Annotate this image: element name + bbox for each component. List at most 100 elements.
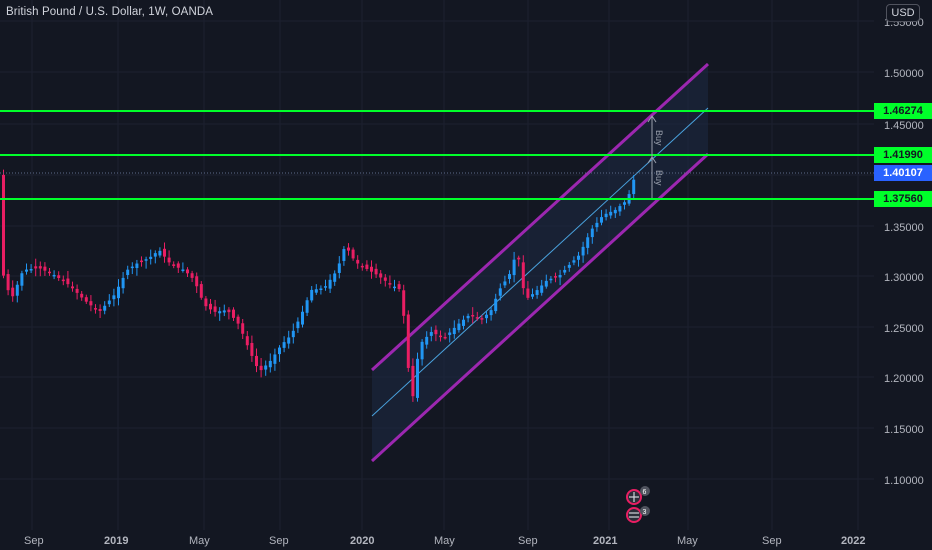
event-badges[interactable]: 6 3 [626, 486, 650, 523]
candle-body [471, 314, 475, 317]
time-axis-label: Sep [269, 535, 289, 547]
candle-body [613, 209, 617, 214]
candle-body [466, 315, 470, 319]
price-axis-label: 1.25000 [884, 323, 924, 335]
candle-body [153, 253, 157, 257]
time-axis-label: Sep [762, 535, 782, 547]
event-badge[interactable]: 6 [626, 486, 650, 505]
candlestick-series [2, 169, 636, 402]
price-axis[interactable]: 1.55000 1.50000 1.45000 1.35000 1.30000 … [884, 17, 924, 487]
candle-body [195, 276, 199, 287]
symbol-title[interactable]: British Pound / U.S. Dollar, 1W, OANDA [6, 6, 214, 18]
candle-body [508, 274, 511, 279]
candle-body [577, 255, 580, 260]
candle-body [144, 259, 148, 261]
candle-body [186, 269, 189, 274]
arrow-head-lower [647, 156, 657, 164]
candle-body [563, 269, 567, 273]
candle-body [411, 365, 415, 397]
candle-body [333, 273, 337, 282]
channel-upper-line[interactable] [370, 62, 710, 372]
candle-body [121, 277, 125, 289]
time-axis-label: May [677, 535, 698, 547]
candle-body [526, 288, 530, 298]
candle-body [324, 286, 327, 288]
time-axis[interactable]: Sep 2019 May Sep 2020 May Sep 2021 May S… [24, 535, 865, 547]
candle-body [245, 336, 249, 346]
price-axis-label: 1.50000 [884, 68, 924, 80]
time-axis-label: 2020 [350, 535, 374, 547]
candle-body [282, 342, 286, 348]
candle-body [103, 305, 107, 311]
candle-body [190, 273, 194, 278]
candle-body [374, 268, 378, 275]
candle-body [521, 262, 525, 289]
candle-body [581, 246, 585, 256]
price-axis-label: 1.15000 [884, 424, 924, 436]
candle-body [89, 301, 93, 306]
candle-body [222, 310, 226, 313]
candle-body [52, 274, 56, 277]
flag-icon [626, 507, 642, 523]
candle-body [149, 256, 153, 259]
candle-body [590, 228, 594, 238]
candle-body [71, 286, 74, 289]
time-axis-label: Sep [24, 535, 44, 547]
candle-body [273, 354, 277, 364]
candle-body [204, 298, 208, 307]
price-tag-level-3: 1.37560 [874, 191, 932, 207]
candle-body [512, 259, 516, 276]
price-axis-label: 1.45000 [884, 120, 924, 132]
candle-body [34, 266, 38, 269]
candle-body [130, 266, 134, 269]
candle-body [29, 269, 33, 271]
candle-body [609, 211, 613, 216]
candle-body [572, 260, 576, 263]
candle-body [199, 284, 203, 298]
candle-body [117, 286, 120, 299]
candle-body [84, 297, 88, 302]
badge-count: 6 [643, 489, 647, 496]
candle-body [213, 306, 217, 312]
candle-body [296, 321, 300, 329]
candle-body [600, 217, 603, 223]
price-axis-label: 1.10000 [884, 475, 924, 487]
candle-body [158, 250, 162, 256]
price-axis-label: 1.20000 [884, 373, 924, 385]
candle-body [43, 266, 47, 271]
candle-body [475, 317, 479, 319]
event-badge[interactable]: 3 [626, 506, 650, 523]
candle-body [167, 257, 171, 263]
candle-body [365, 264, 369, 269]
time-axis-label: 2022 [841, 535, 865, 547]
candle-body [218, 311, 222, 314]
candle-body [250, 342, 254, 356]
candle-body [452, 327, 456, 335]
candle-body [126, 269, 130, 276]
candle-body [388, 283, 392, 285]
candle-body [11, 287, 15, 297]
badge-count-bg [640, 486, 650, 496]
candle-body [554, 276, 557, 278]
candle-body [347, 247, 350, 251]
candle-body [586, 237, 590, 248]
candle-body [61, 279, 65, 282]
candle-body [255, 355, 258, 367]
candle-body [38, 266, 42, 269]
candle-body [517, 257, 521, 260]
candle-body [172, 264, 176, 266]
candle-body [2, 174, 5, 276]
currency-button[interactable]: USD [886, 4, 920, 22]
candle-body [98, 309, 102, 311]
candle-body [310, 289, 314, 301]
horizontal-levels[interactable] [0, 110, 874, 200]
price-tag-last-price: 1.40107 [874, 165, 932, 181]
candle-body [328, 279, 332, 289]
price-tag-level-1: 1.46274 [874, 103, 932, 119]
channel-lower-line[interactable] [370, 152, 710, 463]
candle-body [540, 285, 544, 293]
candle-body [544, 280, 548, 287]
badge-count-bg [640, 506, 650, 516]
candle-body [241, 323, 245, 334]
